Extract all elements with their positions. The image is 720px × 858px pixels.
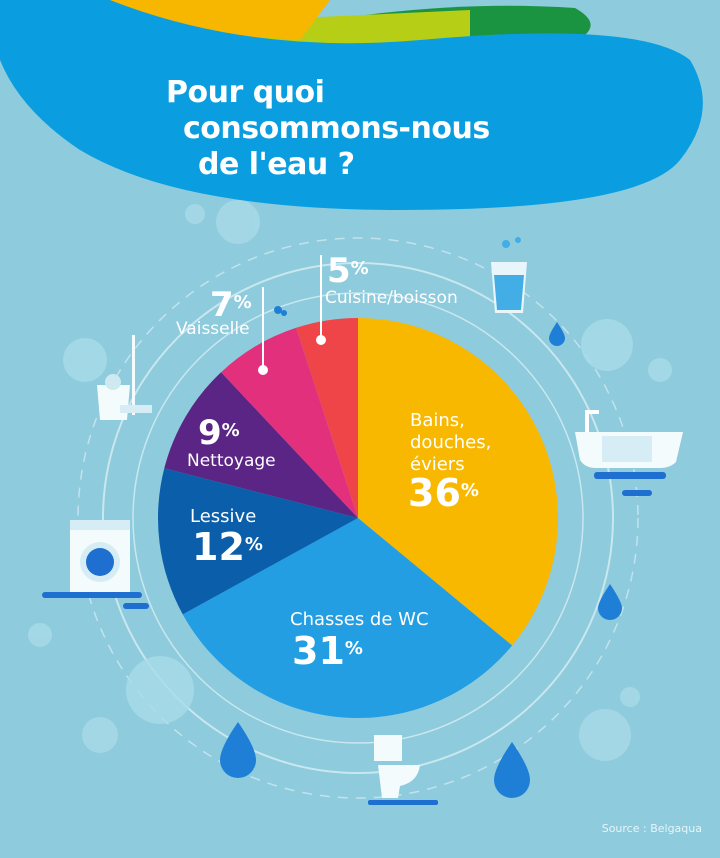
label-wc: Chasses de WC	[290, 609, 429, 630]
pct-sign: %	[344, 638, 363, 659]
page-title-line-2: consommons-nous	[183, 111, 490, 146]
pct-sign: %	[233, 292, 252, 313]
pct-wc: 31%	[292, 632, 363, 670]
pie-slice-1	[182, 518, 513, 718]
ring-middle	[102, 262, 614, 774]
page-title-line-3: de l'eau ?	[198, 147, 355, 182]
label-cuisine: Cuisine/boisson	[325, 288, 458, 308]
pct-nettoyage-value: 9	[198, 413, 222, 453]
pct-lessive: 12%	[192, 528, 263, 566]
bucket-mop-icon	[97, 335, 152, 420]
pct-vaisselle-value: 7	[210, 285, 234, 325]
ring-inner	[132, 292, 584, 744]
label-vaisselle: Vaisselle	[176, 319, 250, 339]
pct-sign: %	[350, 258, 369, 279]
glass-of-water-icon	[491, 237, 527, 313]
page-title-line-1: Pour quoi	[166, 75, 325, 110]
pct-bains-value: 36	[408, 471, 461, 515]
leader-lines	[258, 255, 326, 375]
pct-sign: %	[244, 534, 263, 555]
pct-wc-value: 31	[292, 629, 345, 673]
pct-lessive-value: 12	[192, 525, 245, 569]
pie-slice-3	[164, 372, 358, 518]
label-nettoyage: Nettoyage	[187, 451, 276, 471]
pie-slice-0	[358, 318, 559, 646]
label-bains: Bains, douches, éviers	[410, 410, 492, 475]
pct-bains: 36%	[408, 474, 479, 512]
water-drop-icon	[220, 306, 622, 798]
washing-machine-icon	[42, 520, 149, 609]
pie-slice-5	[296, 318, 358, 518]
pie-chart	[158, 318, 559, 718]
source-note: Source : Belgaqua	[601, 822, 702, 835]
ring-outer	[77, 237, 639, 799]
pct-cuisine: 5%	[327, 252, 369, 290]
pct-sign: %	[221, 420, 240, 441]
pie-slice-2	[158, 468, 358, 615]
pct-nettoyage: 9%	[198, 414, 240, 452]
pct-vaisselle: 7%	[210, 286, 252, 324]
background-bubbles	[28, 200, 672, 761]
header-wave	[0, 0, 703, 210]
label-lessive: Lessive	[190, 506, 257, 527]
pie-slice-4	[221, 327, 358, 518]
pct-sign: %	[460, 480, 479, 501]
pct-cuisine-value: 5	[327, 251, 351, 291]
bathtub-icon	[575, 410, 683, 496]
toilet-icon	[368, 735, 438, 805]
